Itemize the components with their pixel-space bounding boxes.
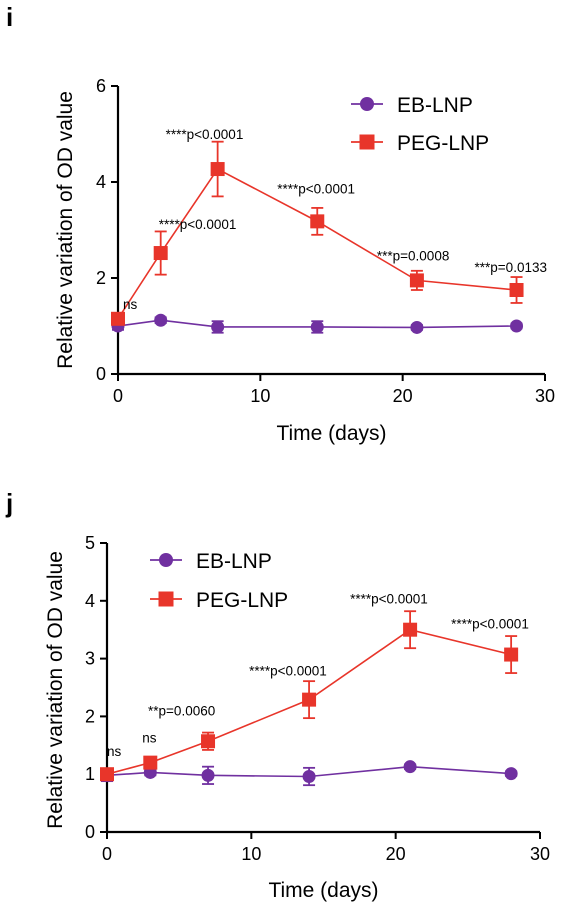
significance-annotation: ****p<0.0001 bbox=[277, 181, 355, 196]
series-line bbox=[117, 167, 517, 320]
data-point bbox=[409, 273, 424, 288]
data-point bbox=[504, 647, 519, 662]
x-axis-title: Time (days) bbox=[268, 879, 378, 902]
data-point bbox=[111, 311, 125, 326]
significance-annotation: ns bbox=[107, 744, 122, 759]
data-point bbox=[403, 760, 417, 774]
x-tick-label: 30 bbox=[530, 844, 550, 864]
panel-label: i bbox=[6, 2, 14, 32]
significance-annotation: ***p=0.0133 bbox=[475, 260, 547, 275]
y-tick-label: 2 bbox=[96, 268, 106, 288]
x-tick-label: 0 bbox=[102, 844, 112, 864]
data-point bbox=[154, 313, 168, 327]
y-tick-label: 1 bbox=[85, 764, 95, 784]
data-point bbox=[211, 320, 225, 334]
data-point bbox=[210, 162, 225, 177]
y-axis-title: Relative variation of OD value bbox=[54, 91, 77, 369]
significance-annotation: ***p=0.0008 bbox=[377, 248, 449, 263]
data-point bbox=[100, 767, 114, 782]
significance-annotation: ****p<0.0001 bbox=[350, 592, 428, 607]
data-point bbox=[310, 214, 325, 229]
data-point bbox=[510, 319, 524, 333]
y-tick-label: 0 bbox=[85, 822, 95, 842]
significance-annotation: ****p<0.0001 bbox=[159, 217, 237, 232]
x-tick-label: 20 bbox=[393, 386, 413, 406]
significance-annotation: **p=0.0060 bbox=[148, 703, 215, 718]
data-point bbox=[302, 692, 317, 707]
series-line bbox=[106, 765, 512, 778]
y-tick-label: 2 bbox=[85, 706, 95, 726]
x-tick-label: 10 bbox=[241, 844, 261, 864]
y-tick-label: 5 bbox=[85, 533, 95, 553]
x-axis-title: Time (days) bbox=[276, 422, 386, 445]
legend-label: PEG-LNP bbox=[397, 132, 489, 155]
legend-label: PEG-LNP bbox=[196, 589, 288, 612]
data-point bbox=[153, 246, 168, 261]
significance-annotation: ****p<0.0001 bbox=[249, 664, 327, 679]
significance-annotation: ns bbox=[142, 731, 157, 746]
legend-marker bbox=[159, 553, 173, 567]
series-line bbox=[117, 319, 517, 329]
legend-marker bbox=[360, 97, 374, 111]
x-tick-label: 10 bbox=[250, 386, 270, 406]
legend-label: EB-LNP bbox=[397, 94, 473, 117]
y-tick-label: 4 bbox=[85, 591, 95, 611]
series-line bbox=[106, 628, 512, 775]
significance-annotation: ****p<0.0001 bbox=[451, 617, 529, 632]
data-point bbox=[410, 320, 424, 334]
y-tick-label: 4 bbox=[96, 172, 106, 192]
significance-annotation: ns bbox=[123, 297, 138, 312]
legend-marker bbox=[158, 591, 174, 607]
data-point bbox=[201, 768, 215, 782]
data-point bbox=[310, 320, 324, 334]
x-tick-label: 30 bbox=[535, 386, 555, 406]
legend-label: EB-LNP bbox=[196, 550, 272, 573]
y-axis-title: Relative variation of OD value bbox=[44, 551, 67, 829]
data-point bbox=[509, 283, 524, 297]
y-tick-label: 6 bbox=[96, 76, 106, 96]
data-point bbox=[302, 770, 316, 784]
legend-marker bbox=[359, 134, 375, 150]
x-tick-label: 20 bbox=[386, 844, 406, 864]
data-point bbox=[403, 622, 418, 637]
y-tick-label: 0 bbox=[96, 364, 106, 384]
x-tick-label: 0 bbox=[113, 386, 123, 406]
data-point bbox=[504, 767, 518, 781]
data-point bbox=[143, 755, 158, 770]
significance-annotation: ****p<0.0001 bbox=[166, 127, 244, 142]
panel-label: j bbox=[6, 488, 14, 518]
data-point bbox=[201, 734, 216, 749]
y-tick-label: 3 bbox=[85, 649, 95, 669]
